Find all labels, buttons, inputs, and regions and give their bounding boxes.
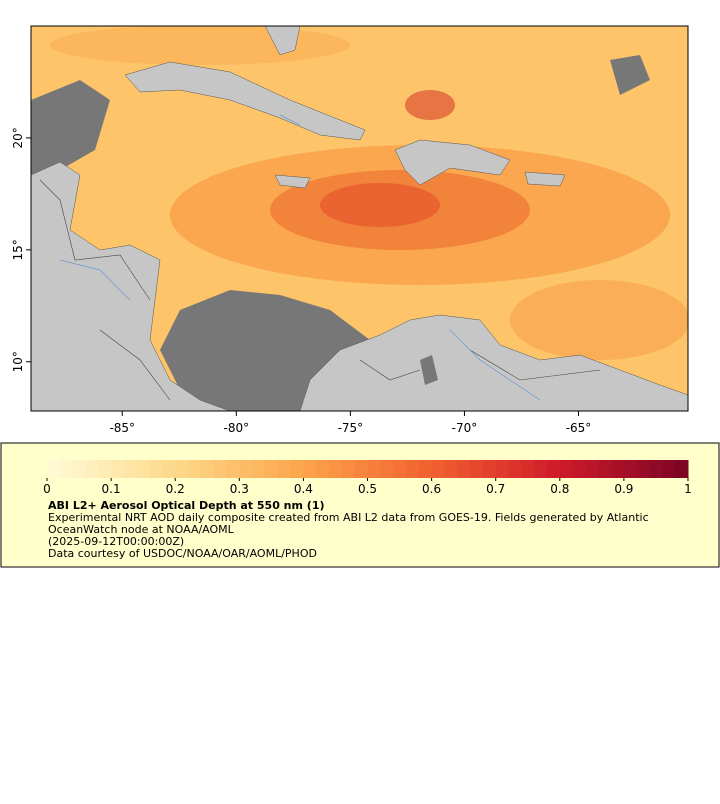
colorbar-step <box>393 460 407 478</box>
x-tick-label: -80° <box>224 421 250 435</box>
colorbar-step <box>636 460 651 478</box>
colorbar-step <box>136 460 151 478</box>
colorbar-step <box>405 460 420 478</box>
land <box>394 139 511 186</box>
legend-title: ABI L2+ Aerosol Optical Depth at 550 nm … <box>48 499 325 512</box>
colorbar-step <box>85 460 99 478</box>
colorbar-step <box>252 460 266 478</box>
map-frame <box>30 25 689 412</box>
colorbar-step <box>59 460 74 478</box>
colorbar-step <box>418 460 433 478</box>
y-tick-label: 20° <box>11 127 25 148</box>
aod-plume <box>510 280 688 360</box>
aod-plume <box>405 90 455 120</box>
border <box>39 179 601 401</box>
colorbar-step <box>329 460 343 478</box>
colorbar-step <box>546 460 561 478</box>
colorbar-step <box>175 460 189 478</box>
colorbar-tick-label: 0.3 <box>230 482 249 496</box>
land <box>524 171 566 187</box>
colorbar-step <box>98 460 112 478</box>
colorbar-step <box>662 460 676 478</box>
cloud-mask <box>610 55 650 95</box>
colorbar-step <box>200 460 215 478</box>
colorbar-tick-label: 1 <box>684 482 692 496</box>
y-tick-label: 10° <box>11 351 25 372</box>
colorbar-tick-label: 0 <box>43 482 51 496</box>
y-tick-label: 15° <box>11 239 25 260</box>
colorbar-step <box>277 460 292 478</box>
colorbar-step <box>341 460 356 478</box>
colorbar-step <box>495 460 510 478</box>
x-tick-label: -70° <box>452 421 478 435</box>
colorbar-step <box>521 460 535 478</box>
legend-time: (2025-09-12T00:00:00Z) <box>48 535 185 548</box>
colorbar-step <box>585 460 599 478</box>
colorbar-tick-label: 0.6 <box>422 482 441 496</box>
colorbar-step <box>598 460 612 478</box>
colorbar-step <box>470 460 484 478</box>
x-tick-label: -65° <box>566 421 592 435</box>
cloud-mask <box>420 355 438 385</box>
map-area <box>31 26 688 411</box>
x-tick-label: -75° <box>338 421 364 435</box>
land <box>31 161 231 411</box>
colorbar-step <box>623 460 638 478</box>
land <box>299 314 688 411</box>
colorbar-step <box>457 460 471 478</box>
colorbar-step <box>226 460 240 478</box>
legend-credit: Data courtesy of USDOC/NOAA/OAR/AOML/PHO… <box>48 547 317 560</box>
cloud-mask <box>31 80 110 190</box>
colorbar-step <box>111 460 125 478</box>
colorbar-tick-label: 0.7 <box>486 482 505 496</box>
land <box>264 26 301 56</box>
aod-plume <box>50 26 350 65</box>
x-tick-label: -85° <box>109 421 135 435</box>
colorbar-step <box>482 460 497 478</box>
colorbar-step <box>559 460 574 478</box>
colorbar-step <box>47 460 61 478</box>
colorbar-step <box>675 460 689 478</box>
colorbar-step <box>354 460 368 478</box>
colorbar-step <box>239 460 253 478</box>
colorbar-tick-label: 0.9 <box>614 482 633 496</box>
colorbar-step <box>649 460 663 478</box>
legend-text: ABI L2+ Aerosol Optical Depth at 550 nm … <box>48 500 678 560</box>
colorbar-step <box>123 460 138 478</box>
colorbar-step <box>72 460 86 478</box>
land <box>274 174 311 189</box>
colorbar-step <box>444 460 458 478</box>
colorbar-step <box>290 460 304 478</box>
colorbar-step <box>149 460 163 478</box>
colorbar-step <box>264 460 279 478</box>
colorbar-tick-label: 0.1 <box>102 482 121 496</box>
axes: -85° -80° -75° -70° -65° 10° 15° 20° <box>11 127 591 435</box>
colorbar-step <box>508 460 522 478</box>
colorbar-tick-label: 0.4 <box>294 482 313 496</box>
aod-plume <box>320 183 440 227</box>
colorbar-step <box>572 460 586 478</box>
colorbar-step <box>316 460 330 478</box>
colorbar-step <box>611 460 625 478</box>
land <box>124 61 366 141</box>
colorbar-tick-label: 0.5 <box>358 482 377 496</box>
colorbar: 0 0.1 0.2 0.3 0.4 0.5 0.6 0.7 0.8 0.9 1 <box>43 460 692 496</box>
colorbar-step <box>367 460 381 478</box>
colorbar-tick-label: 0.2 <box>166 482 185 496</box>
colorbar-step <box>303 460 317 478</box>
colorbar-step <box>213 460 227 478</box>
colorbar-step <box>380 460 394 478</box>
colorbar-step <box>534 460 548 478</box>
colorbar-step <box>431 460 445 478</box>
colorbar-step <box>162 460 176 478</box>
colorbar-step <box>188 460 202 478</box>
river <box>59 114 541 401</box>
colorbar-tick-label: 0.8 <box>550 482 569 496</box>
legend-description: Experimental NRT AOD daily composite cre… <box>48 511 649 536</box>
